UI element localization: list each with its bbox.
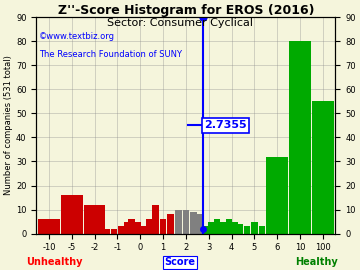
Bar [84,205,105,234]
Text: Score: Score [165,257,195,267]
Text: Unhealthy: Unhealthy [26,257,82,267]
Bar [104,229,110,234]
Bar [208,222,215,234]
Bar [152,205,159,234]
Bar [214,219,220,234]
Y-axis label: Number of companies (531 total): Number of companies (531 total) [4,55,13,195]
Bar [111,229,117,234]
Bar [61,195,82,234]
Bar [244,227,250,234]
Bar [118,227,124,234]
Title: Z''-Score Histogram for EROS (2016): Z''-Score Histogram for EROS (2016) [58,4,314,17]
Bar [145,219,152,234]
Bar [197,214,203,234]
Bar [220,222,226,234]
Bar [134,222,140,234]
Bar [140,227,146,234]
Text: Sector: Consumer Cyclical: Sector: Consumer Cyclical [107,18,253,28]
Bar [38,219,60,234]
Bar [231,222,238,234]
Bar [225,219,232,234]
Bar [251,222,258,234]
Bar [183,210,189,234]
Bar [167,214,174,234]
Bar [289,41,311,234]
Text: ©www.textbiz.org: ©www.textbiz.org [39,32,115,41]
Text: The Research Foundation of SUNY: The Research Foundation of SUNY [39,50,182,59]
Bar [266,157,288,234]
Text: 2.7355: 2.7355 [204,120,247,130]
Bar [129,219,135,234]
Bar [259,227,265,234]
Bar [190,212,197,234]
Bar [175,210,181,234]
Bar [237,224,243,234]
Bar [160,219,166,234]
Bar [312,101,334,234]
Bar [203,227,209,234]
Text: Healthy: Healthy [296,257,338,267]
Bar [125,222,131,234]
